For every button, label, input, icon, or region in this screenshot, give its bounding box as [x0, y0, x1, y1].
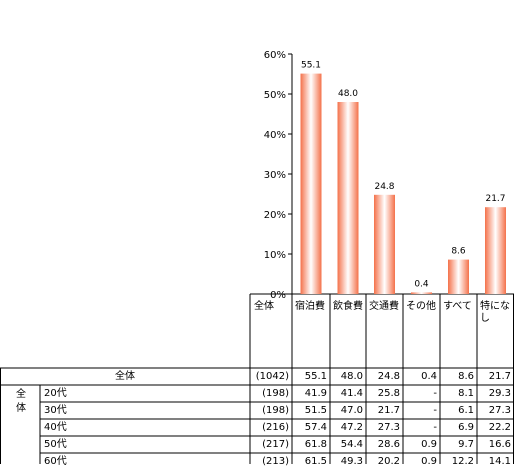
table-cell: 14.1 [488, 456, 511, 467]
table-cell: 20.2 [377, 456, 400, 467]
table-cell: 6.1 [458, 405, 474, 416]
table-lines [0, 293, 514, 464]
table-cell: - [433, 422, 437, 433]
table-cell: 41.4 [340, 388, 363, 399]
table-cell: - [433, 388, 437, 399]
table-cell: 54.4 [340, 439, 363, 450]
bar-value-label: 8.6 [451, 247, 466, 257]
row-sample-size: (213) [262, 456, 289, 467]
table-cell: 49.3 [340, 456, 363, 467]
row-sample-size: (198) [262, 388, 289, 399]
category-header: その他 [406, 301, 436, 312]
row-sample-size: (217) [262, 439, 289, 450]
table-cell: 21.7 [377, 405, 400, 416]
table-cell: 8.6 [458, 371, 474, 382]
table-cell: 61.5 [304, 456, 327, 467]
table-cell: 12.2 [451, 456, 474, 467]
table-cell: 41.9 [304, 388, 327, 399]
row-label: 60代 [44, 456, 67, 467]
table-cell: 8.1 [458, 388, 474, 399]
table-cell: 21.7 [488, 371, 511, 382]
bar [448, 259, 469, 294]
category-header: 特になし [480, 301, 510, 324]
y-tick-label: 40% [264, 130, 286, 141]
row-label: 50代 [44, 439, 67, 450]
bar [411, 292, 432, 294]
table-cell: 0.9 [421, 456, 437, 467]
row-sample-size: (1042) [255, 371, 289, 382]
group-label-char: 体 [16, 403, 26, 414]
header-total-label: 全体 [254, 301, 274, 312]
category-header: すべて [443, 301, 472, 312]
bar [374, 194, 395, 294]
table-cell: 27.3 [377, 422, 400, 433]
table-cell: 55.1 [304, 371, 327, 382]
bar-value-label: 0.4 [414, 279, 429, 289]
y-tick-label: 20% [264, 210, 286, 221]
category-header: 交通費 [369, 301, 399, 312]
bar [485, 207, 506, 294]
row-label: 全体 [115, 371, 135, 382]
bar [300, 73, 322, 294]
table-cell: 16.6 [488, 439, 511, 450]
y-axis: 0% 10% 20% 30% 40% 50% 60% [264, 50, 293, 301]
table-cell: 6.9 [458, 422, 474, 433]
table-cell: 25.8 [377, 388, 400, 399]
category-header: 飲食費 [333, 301, 363, 312]
row-label: 20代 [44, 388, 67, 399]
table-cell: 28.6 [377, 439, 400, 450]
category-header: 宿泊費 [295, 301, 325, 312]
group-label: 全 体 [14, 388, 28, 416]
row-sample-size: (198) [262, 405, 289, 416]
y-tick-label: 30% [264, 170, 286, 181]
bar-series: 55.1 48.0 24.8 0.4 8.6 21.7 [300, 61, 506, 294]
table-cell: 29.3 [488, 388, 511, 399]
table-cell: 0.4 [421, 371, 437, 382]
group-label-char: 全 [16, 389, 26, 400]
table-cell: 0.9 [421, 439, 437, 450]
bar-value-label: 48.0 [338, 89, 358, 99]
y-tick-label: 50% [264, 90, 286, 101]
y-tick-label: 10% [264, 250, 286, 261]
bar-value-label: 55.1 [301, 61, 321, 71]
table-cell: 24.8 [377, 371, 400, 382]
bar-value-label: 24.8 [374, 182, 394, 192]
table-cell: - [433, 405, 437, 416]
table-cell: 57.4 [304, 422, 327, 433]
row-label: 30代 [44, 405, 67, 416]
row-sample-size: (216) [262, 422, 289, 433]
table-cell: 9.7 [458, 439, 474, 450]
row-label: 40代 [44, 422, 67, 433]
table-cell: 51.5 [304, 405, 327, 416]
table-cell: 47.0 [340, 405, 363, 416]
table-cell: 61.8 [304, 439, 327, 450]
table-cell: 22.2 [488, 422, 511, 433]
y-tick-label: 0% [270, 290, 286, 301]
bar-value-label: 21.7 [485, 194, 505, 204]
bar [337, 102, 359, 294]
table-cell: 47.2 [340, 422, 363, 433]
y-tick-label: 60% [264, 50, 286, 61]
table-cell: 48.0 [340, 371, 363, 382]
table-cell: 27.3 [488, 405, 511, 416]
